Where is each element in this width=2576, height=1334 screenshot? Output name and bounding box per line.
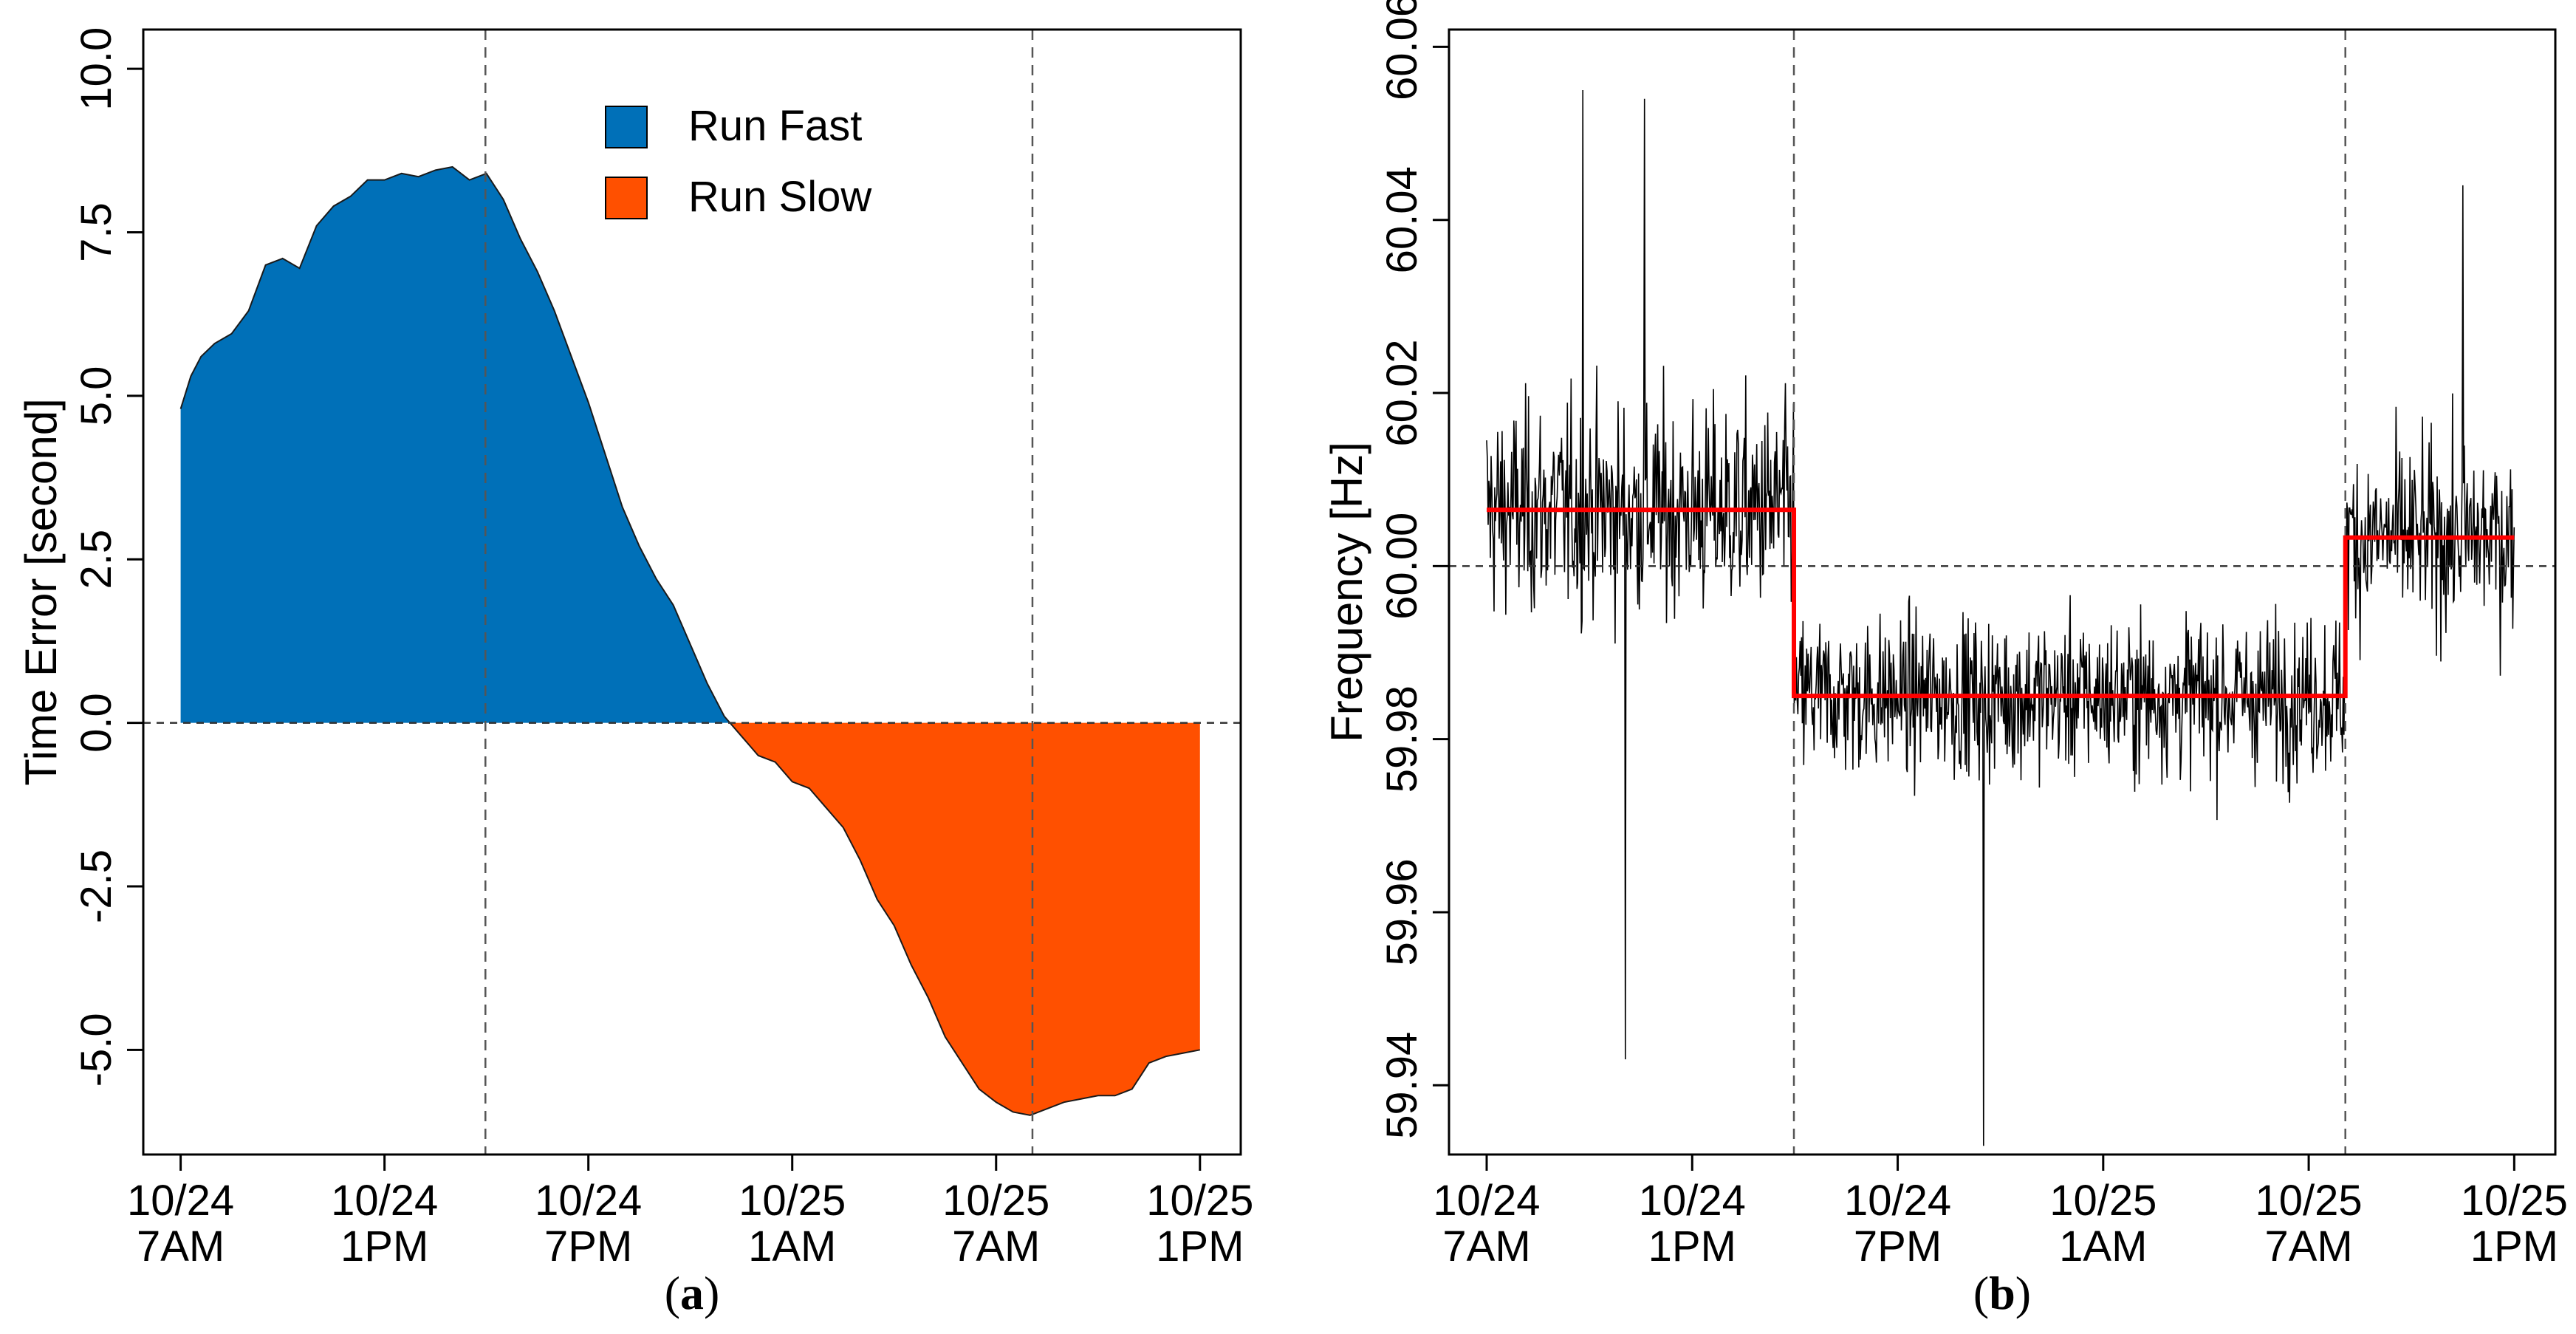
x-tick-label: 10/25 1PM [1146, 1177, 1253, 1270]
x-tick-label-date: 10/25 [2461, 1177, 2568, 1225]
legend-label: Run Slow [688, 173, 872, 221]
x-tick-label-time: 7AM [137, 1222, 225, 1270]
x-tick-label-date: 10/25 [2255, 1177, 2363, 1225]
run-fast-area [180, 166, 730, 723]
x-tick-label-time: 7PM [1854, 1222, 1942, 1270]
x-tick-label: 10/24 1PM [1639, 1177, 1746, 1270]
x-tick-label-time: 1PM [2470, 1222, 2558, 1270]
y-tick-label: 59.96 [1378, 858, 1426, 965]
legend-label: Run Fast [688, 102, 862, 150]
y-tick-label: 60.02 [1378, 339, 1426, 446]
panel-caption-close: ) [2015, 1267, 2031, 1319]
y-tick-label: 0.0 [72, 693, 120, 753]
x-tick-label: 10/25 1PM [2461, 1177, 2568, 1270]
x-tick-label: 10/24 7PM [535, 1177, 642, 1270]
legend-swatch [605, 177, 648, 219]
x-tick-label: 10/25 1AM [2049, 1177, 2157, 1270]
y-tick-label: 60.00 [1378, 513, 1426, 620]
panel-caption-open: ( [1973, 1267, 1989, 1319]
x-tick-label-time: 1PM [340, 1222, 428, 1270]
x-tick-label-date: 10/25 [942, 1177, 1049, 1225]
y-tick-label: 59.98 [1378, 685, 1426, 793]
x-tick-label: 10/24 7AM [127, 1177, 234, 1270]
x-tick-label-date: 10/24 [331, 1177, 438, 1225]
plot-frame [142, 28, 1242, 1156]
panel-caption-letter: a [680, 1267, 704, 1319]
x-tick-label-date: 10/25 [1146, 1177, 1253, 1225]
plot-frame [1448, 28, 2557, 1156]
x-tick-label-time: 7PM [544, 1222, 632, 1270]
average-frequency-step-line [1487, 507, 2515, 699]
time-error-outline [179, 165, 1200, 1116]
y-tick-label: 60.06 [1378, 0, 1426, 100]
x-tick-label-date: 10/24 [535, 1177, 642, 1225]
x-tick-label-date: 10/24 [1433, 1177, 1540, 1225]
x-tick-label-date: 10/24 [127, 1177, 234, 1225]
y-tick-label: 10.0 [72, 27, 120, 111]
y-axis-label: Time Error [second] [16, 398, 66, 786]
x-tick-label: 10/25 1AM [739, 1177, 846, 1270]
y-tick-label: 2.5 [72, 530, 120, 589]
x-tick-label: 10/25 7AM [2255, 1177, 2363, 1270]
legend-swatch [605, 106, 648, 148]
x-tick-label: 10/24 7PM [1844, 1177, 1951, 1270]
frequency-trace [1486, 89, 2515, 1146]
x-tick-label-time: 1PM [1156, 1222, 1244, 1270]
run-slow-area [730, 722, 1200, 1115]
x-tick-label: 10/24 7AM [1433, 1177, 1540, 1270]
y-tick-label: 59.94 [1378, 1032, 1426, 1139]
panel-caption-letter: b [1989, 1267, 2015, 1319]
panel-caption: (b) [1973, 1267, 2031, 1319]
y-tick-label: 7.5 [72, 202, 120, 262]
x-tick-label: 10/24 1PM [331, 1177, 438, 1270]
y-axis-label: Frequency [Hz] [1322, 442, 1371, 742]
x-tick-label-time: 1AM [748, 1222, 836, 1270]
x-tick-label-time: 7AM [952, 1222, 1040, 1270]
x-tick-label-time: 7AM [1442, 1222, 1530, 1270]
y-tick-label: -2.5 [72, 849, 120, 923]
x-tick-label-time: 1PM [1648, 1222, 1736, 1270]
x-tick-label-date: 10/25 [2049, 1177, 2157, 1225]
panel-caption: (a) [665, 1267, 720, 1319]
x-tick-label-date: 10/24 [1844, 1177, 1951, 1225]
panel-caption-open: ( [665, 1267, 680, 1319]
x-tick-label: 10/25 7AM [942, 1177, 1049, 1270]
x-tick-label-time: 7AM [2264, 1222, 2352, 1270]
x-tick-label-date: 10/25 [739, 1177, 846, 1225]
panel-caption-close: ) [704, 1267, 719, 1319]
y-tick-label: -5.0 [72, 1013, 120, 1087]
y-tick-label: 5.0 [72, 366, 120, 426]
y-tick-label: 60.04 [1378, 166, 1426, 273]
x-tick-label-time: 1AM [2059, 1222, 2147, 1270]
x-tick-label-date: 10/24 [1639, 1177, 1746, 1225]
